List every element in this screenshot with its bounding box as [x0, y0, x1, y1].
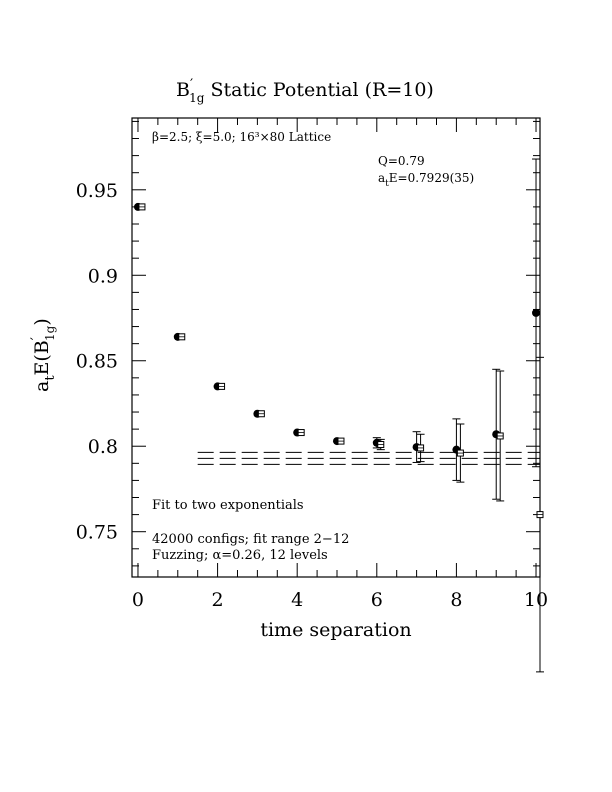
y-tick-label: 0.9	[88, 265, 118, 287]
lattice-annotation: β=2.5; ξ=5.0; 16³×80 Lattice	[152, 130, 331, 144]
y-tick-labels: 0.75 0.8 0.85 0.9 0.95	[76, 180, 118, 544]
x-tick-label: 8	[450, 589, 462, 611]
energy-annotation: atE=0.7929(35)	[378, 171, 474, 189]
x-tick-label: 0	[132, 589, 144, 611]
x-axis-label: time separation	[260, 619, 411, 641]
data-points	[133, 158, 544, 673]
fit-description: Fit to two exponentials	[152, 498, 304, 513]
x-tick-label: 6	[371, 589, 383, 611]
y-tick-label: 0.85	[76, 351, 118, 373]
y-tick-label: 0.8	[88, 436, 118, 458]
x-tick-labels: 0 2 4 6 8 10	[132, 589, 548, 611]
plot-frame	[131, 117, 541, 578]
y-tick-label: 0.95	[76, 180, 118, 202]
fuzzing-annotation: Fuzzing; α=0.26, 12 levels	[152, 548, 328, 563]
data-point-circle	[532, 308, 541, 317]
chart-title: B′ 1g Static Potential (R=10)	[176, 77, 434, 105]
configs-annotation: 42000 configs; fit range 2−12	[152, 532, 349, 547]
q-annotation: Q=0.79	[378, 154, 425, 168]
x-tick-label: 10	[524, 589, 548, 611]
fit-band	[197, 451, 540, 465]
x-tick-label: 2	[212, 589, 224, 611]
y-tick-label: 0.75	[76, 522, 118, 544]
x-tick-label: 4	[291, 589, 303, 611]
y-axis-label: atE(B′1g)	[29, 318, 58, 392]
axis-ticks	[132, 118, 540, 577]
